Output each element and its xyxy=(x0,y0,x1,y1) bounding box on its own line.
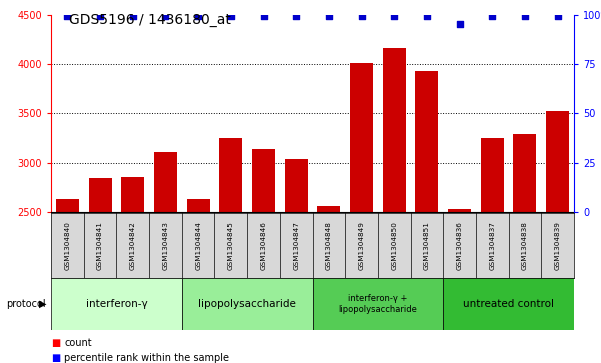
Bar xyxy=(154,152,177,363)
Bar xyxy=(313,278,443,330)
Bar xyxy=(448,209,471,363)
Text: GSM1304848: GSM1304848 xyxy=(326,221,332,270)
Bar xyxy=(121,177,144,363)
Bar xyxy=(383,48,406,363)
Point xyxy=(226,13,236,19)
Bar xyxy=(350,63,373,363)
Text: GSM1304844: GSM1304844 xyxy=(195,221,201,270)
Point xyxy=(194,13,203,19)
Bar xyxy=(51,278,182,330)
Text: GSM1304839: GSM1304839 xyxy=(555,221,561,270)
Text: GSM1304846: GSM1304846 xyxy=(260,221,266,270)
Bar xyxy=(89,178,112,363)
Point xyxy=(324,13,334,19)
Point xyxy=(487,13,497,19)
Text: GSM1304841: GSM1304841 xyxy=(97,221,103,270)
Text: GSM1304847: GSM1304847 xyxy=(293,221,299,270)
Point xyxy=(63,13,72,19)
Text: ■: ■ xyxy=(51,338,60,348)
Bar xyxy=(317,207,340,363)
Text: GDS5196 / 1436180_at: GDS5196 / 1436180_at xyxy=(69,13,231,27)
Bar xyxy=(443,278,574,330)
Text: lipopolysaccharide: lipopolysaccharide xyxy=(198,299,296,309)
Text: ■: ■ xyxy=(51,352,60,363)
Text: protocol: protocol xyxy=(6,299,46,309)
Bar xyxy=(546,111,569,363)
Point xyxy=(291,13,301,19)
Bar xyxy=(285,159,308,363)
Text: GSM1304840: GSM1304840 xyxy=(64,221,70,270)
Bar xyxy=(187,199,210,363)
Bar xyxy=(415,71,438,363)
Text: GSM1304843: GSM1304843 xyxy=(162,221,168,270)
Text: GSM1304842: GSM1304842 xyxy=(130,221,136,270)
Point xyxy=(128,13,138,19)
Text: GSM1304851: GSM1304851 xyxy=(424,221,430,270)
Point xyxy=(455,21,465,27)
Point xyxy=(258,13,268,19)
Text: percentile rank within the sample: percentile rank within the sample xyxy=(64,352,230,363)
Text: count: count xyxy=(64,338,92,348)
Text: ▶: ▶ xyxy=(39,299,46,309)
Text: GSM1304836: GSM1304836 xyxy=(457,221,463,270)
Text: GSM1304837: GSM1304837 xyxy=(489,221,495,270)
Text: interferon-γ +
lipopolysaccharide: interferon-γ + lipopolysaccharide xyxy=(338,294,417,314)
Point xyxy=(520,13,529,19)
Point xyxy=(422,13,432,19)
Bar xyxy=(182,278,313,330)
Bar xyxy=(219,138,242,363)
Bar xyxy=(56,199,79,363)
Point xyxy=(553,13,563,19)
Text: interferon-γ: interferon-γ xyxy=(85,299,147,309)
Bar xyxy=(513,134,536,363)
Text: GSM1304850: GSM1304850 xyxy=(391,221,397,270)
Text: GSM1304845: GSM1304845 xyxy=(228,221,234,270)
Point xyxy=(389,13,399,19)
Bar xyxy=(481,138,504,363)
Point xyxy=(160,13,170,19)
Text: untreated control: untreated control xyxy=(463,299,554,309)
Point xyxy=(96,13,105,19)
Point xyxy=(357,13,367,19)
Text: GSM1304838: GSM1304838 xyxy=(522,221,528,270)
Text: GSM1304849: GSM1304849 xyxy=(359,221,365,270)
Bar xyxy=(252,149,275,363)
